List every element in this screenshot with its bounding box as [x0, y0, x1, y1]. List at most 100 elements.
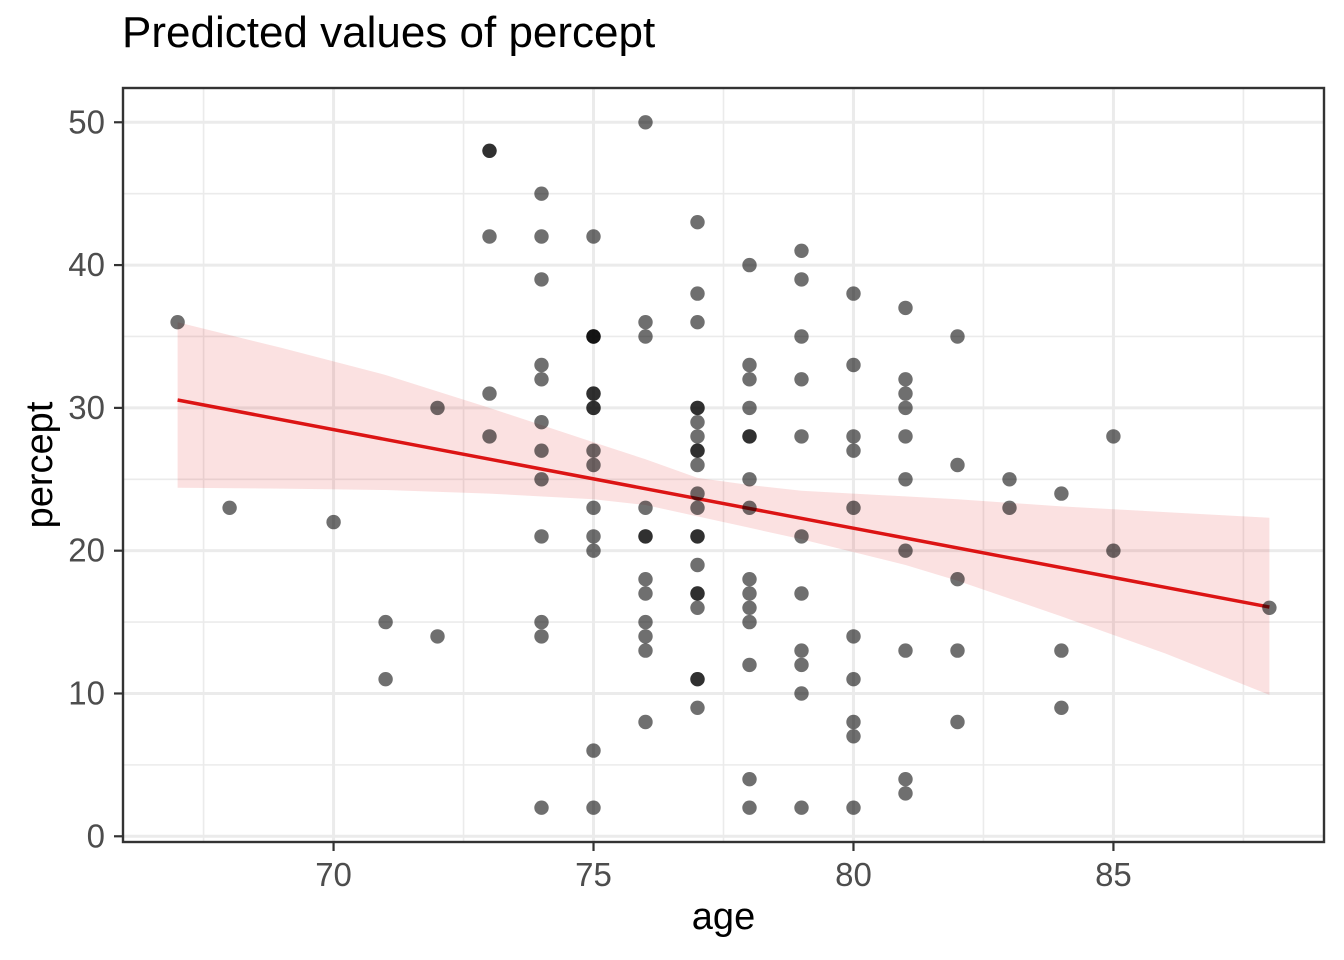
- data-point: [430, 400, 445, 416]
- data-point: [742, 500, 757, 515]
- data-point: [586, 500, 601, 515]
- y-tick-label: 20: [68, 532, 105, 569]
- confidence-ribbon: [177, 322, 1270, 695]
- data-point: [846, 500, 861, 515]
- data-point: [898, 429, 913, 444]
- data-point: [534, 443, 549, 458]
- data-point: [638, 643, 653, 658]
- data-point: [586, 529, 601, 544]
- data-point: [690, 429, 705, 444]
- data-point: [1262, 600, 1277, 615]
- data-point: [846, 443, 861, 458]
- data-point: [534, 272, 549, 287]
- data-point: [690, 415, 705, 430]
- data-point: [794, 800, 809, 815]
- data-point: [898, 372, 913, 387]
- data-point: [586, 443, 601, 458]
- data-point: [898, 400, 913, 416]
- data-point: [846, 357, 861, 373]
- data-point: [1002, 500, 1017, 515]
- data-point: [638, 500, 653, 515]
- data-point: [534, 472, 549, 487]
- x-tick-label: 80: [835, 856, 872, 893]
- data-point: [898, 786, 913, 801]
- data-point: [534, 614, 549, 630]
- data-point: [950, 457, 965, 473]
- data-point: [638, 629, 653, 644]
- data-point: [430, 629, 445, 644]
- data-point: [586, 400, 601, 416]
- data-point: [742, 472, 757, 487]
- data-point: [534, 415, 549, 430]
- data-point: [1054, 643, 1069, 658]
- x-tick-label: 85: [1095, 856, 1132, 893]
- data-point: [1106, 429, 1121, 444]
- regression-line: [177, 398, 1270, 609]
- data-point: [794, 657, 809, 673]
- data-point: [950, 329, 965, 344]
- data-point: [742, 257, 757, 273]
- data-point: [638, 529, 653, 544]
- data-point: [742, 586, 757, 601]
- data-point: [326, 514, 341, 530]
- data-point: [482, 229, 497, 244]
- data-point: [742, 572, 757, 587]
- data-point: [794, 372, 809, 387]
- data-point: [586, 229, 601, 244]
- data-point: [534, 372, 549, 387]
- data-point: [690, 586, 705, 601]
- y-tick-label: 0: [87, 817, 105, 854]
- data-point: [846, 714, 861, 730]
- data-point: [534, 800, 549, 815]
- data-point: [690, 700, 705, 715]
- data-point: [638, 572, 653, 587]
- data-point: [638, 115, 653, 130]
- data-point: [690, 672, 705, 687]
- data-point: [222, 500, 237, 515]
- panel-border: [121, 86, 1326, 844]
- chart-title: Predicted values of percept: [122, 8, 656, 57]
- data-point: [690, 457, 705, 473]
- data-point: [690, 600, 705, 615]
- data-point: [950, 572, 965, 587]
- data-point: [690, 486, 705, 501]
- data-point: [898, 643, 913, 658]
- data-point: [638, 614, 653, 630]
- data-point: [898, 543, 913, 558]
- data-point: [534, 629, 549, 644]
- data-point: [846, 429, 861, 444]
- y-tick-label: 10: [68, 674, 105, 711]
- data-point: [1106, 543, 1121, 558]
- data-point: [742, 400, 757, 416]
- data-point: [742, 614, 757, 630]
- data-point: [690, 500, 705, 515]
- data-point: [846, 629, 861, 644]
- data-point: [898, 386, 913, 401]
- x-tick-label: 70: [315, 856, 352, 893]
- data-point: [586, 743, 601, 758]
- data-point: [586, 329, 601, 344]
- data-point: [378, 614, 393, 630]
- data-point: [794, 429, 809, 444]
- data-point: [586, 543, 601, 558]
- data-point: [690, 557, 705, 573]
- data-point: [846, 800, 861, 815]
- data-point: [690, 215, 705, 230]
- data-point: [586, 800, 601, 815]
- data-point: [586, 386, 601, 401]
- data-point: [742, 429, 757, 444]
- data-point: [794, 686, 809, 701]
- data-point: [742, 657, 757, 673]
- y-tick-label: 30: [68, 389, 105, 426]
- data-point: [534, 229, 549, 244]
- data-point: [1002, 472, 1017, 487]
- x-tick-label: 75: [575, 856, 612, 893]
- y-tick-label: 50: [68, 103, 105, 140]
- data-point: [794, 643, 809, 658]
- data-point: [898, 472, 913, 487]
- data-point: [950, 643, 965, 658]
- data-point: [638, 329, 653, 344]
- data-point: [742, 800, 757, 815]
